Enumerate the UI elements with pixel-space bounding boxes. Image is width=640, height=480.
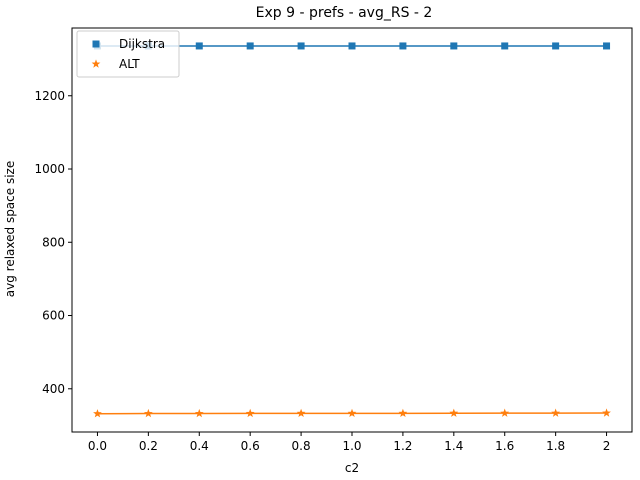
legend-symbol-dijkstra — [92, 40, 100, 48]
x-tick-label: 0.2 — [139, 439, 158, 453]
data-point-alt — [602, 408, 611, 417]
y-tick-label: 400 — [42, 382, 65, 396]
legend-marker-alt — [91, 59, 101, 68]
x-tick-label: 0.6 — [241, 439, 260, 453]
x-tick-label: 1.2 — [393, 439, 412, 453]
data-point-dijkstra — [195, 42, 203, 50]
y-tick-label: 1200 — [34, 89, 65, 103]
legend: Dijkstra ALT — [76, 30, 180, 78]
data-point-alt — [245, 408, 255, 418]
data-point-dijkstra — [399, 42, 407, 50]
y-axis-label: avg relaxed space size — [3, 161, 17, 297]
data-point-alt — [296, 408, 306, 418]
data-point-dijkstra — [501, 42, 509, 50]
x-tick-label: 2 — [603, 439, 611, 453]
series-alt — [93, 408, 611, 418]
x-tick-label: 1.4 — [444, 439, 463, 453]
x-tick-label: 0.0 — [88, 439, 107, 453]
data-point-alt — [143, 408, 153, 418]
legend-marker-dijkstra — [92, 40, 100, 48]
x-axis-label: c2 — [345, 461, 359, 475]
data-point-alt — [398, 408, 408, 418]
data-point-dijkstra — [603, 42, 611, 50]
x-tick-label: 1.6 — [495, 439, 514, 453]
x-axis-ticks: 0.0 0.2 0.4 0.6 0.8 1.0 1.2 1.4 1.6 1.8 2 — [88, 432, 610, 453]
data-point-alt — [500, 408, 510, 417]
data-point-alt — [194, 408, 204, 418]
y-tick-label: 600 — [42, 309, 65, 323]
y-tick-label: 800 — [42, 235, 65, 249]
chart-title: Exp 9 - prefs - avg_RS - 2 — [256, 5, 433, 21]
y-axis-ticks: 400 600 800 1000 1200 — [34, 89, 72, 396]
data-point-dijkstra — [552, 42, 560, 50]
legend-symbol-alt — [91, 59, 101, 68]
data-point-dijkstra — [246, 42, 254, 50]
data-point-dijkstra — [450, 42, 458, 50]
legend-frame — [76, 30, 180, 78]
data-point-alt — [551, 408, 561, 417]
x-tick-label: 1.0 — [342, 439, 361, 453]
x-tick-label: 0.8 — [292, 439, 311, 453]
legend-label-alt: ALT — [119, 57, 140, 71]
x-tick-label: 0.4 — [190, 439, 209, 453]
y-tick-label: 1000 — [34, 162, 65, 176]
data-point-alt — [347, 408, 357, 418]
x-tick-label: 1.8 — [546, 439, 565, 453]
data-point-alt — [449, 408, 459, 417]
legend-label-dijkstra: Dijkstra — [119, 37, 165, 51]
data-point-dijkstra — [297, 42, 305, 50]
data-point-dijkstra — [348, 42, 356, 50]
data-point-alt — [93, 409, 102, 418]
